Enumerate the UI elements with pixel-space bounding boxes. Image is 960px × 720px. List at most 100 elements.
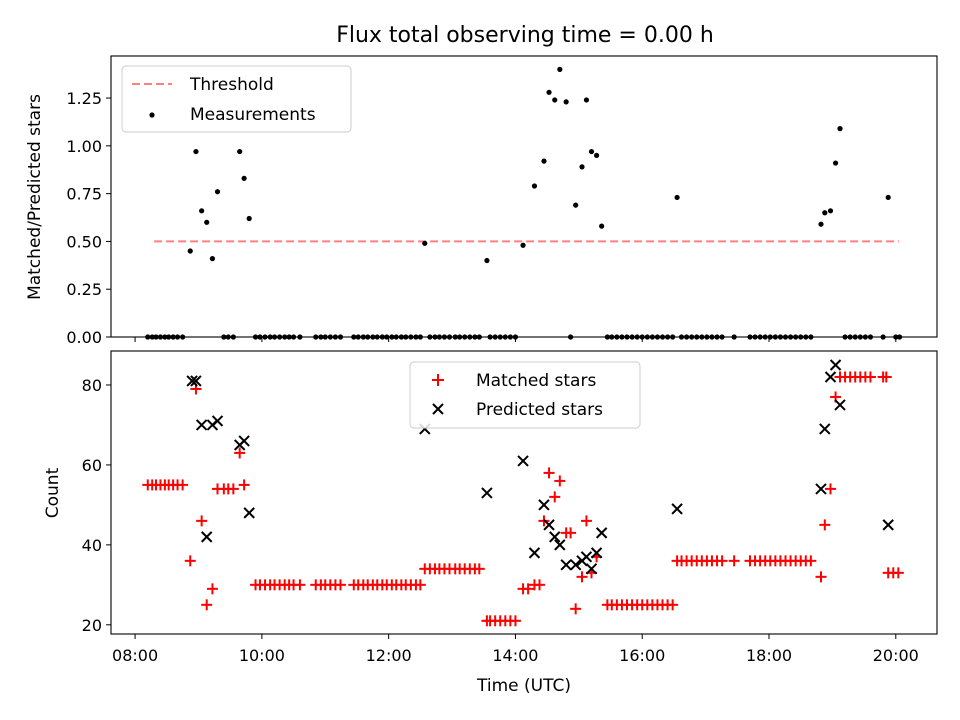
measurement-point [579,164,585,170]
count-y-tick-label: 20 [82,616,102,635]
measurement-point [282,334,288,340]
matched-star-point [534,579,546,591]
predicted-star-point [238,435,250,447]
measurement-point [237,148,243,155]
time-x-tick-label: 10:00 [239,646,285,665]
measurement-point [322,334,328,340]
measurement-point [634,334,640,340]
matched-star-point [667,599,679,611]
measurement-point [214,189,221,195]
predicted-star-point [671,503,683,515]
count-y-tick-label: 80 [82,376,102,395]
measurement-point [145,334,151,340]
measurement-point [593,152,600,159]
predicted-star-point [585,563,598,575]
time-x-tick-label: 20:00 [873,646,919,665]
predicted-star-point [481,487,493,499]
measurement-point [262,334,268,340]
measurement-point [393,334,399,340]
count-y-tick-label: 60 [82,456,102,475]
time-x-tick-label: 08:00 [112,646,158,665]
ratio-y-tick-label: 0.75 [66,185,102,204]
measurement-point [267,334,273,340]
measurement-point [678,334,685,340]
predicted-star-point [834,399,846,411]
ratio-y-axis-label: Matched/Predicted stars [25,94,45,300]
measurements-legend-marker [149,112,155,118]
count-plot-frame [110,350,938,635]
measurement-point [408,334,414,340]
measurement-point [531,183,538,189]
measurement-point [670,334,676,340]
measurement-point [457,334,463,340]
measurement-point [684,334,690,340]
measurement-point [379,334,385,340]
measurement-point [842,334,848,340]
measurement-point [604,334,610,340]
measurement-point [417,334,423,340]
matched-star-point [864,371,876,383]
matched-star-point [880,371,892,383]
measurement-point [225,334,231,340]
matched-star-point [184,555,196,567]
measurement-point [384,334,390,340]
ratio-x-ticks [134,337,897,342]
matched-star-point [825,483,837,495]
measurement-point [557,66,563,72]
measurement-point [832,160,839,166]
predicted-star-point [829,359,842,371]
measurement-point [446,334,453,340]
measurements-layer [145,66,903,340]
ratio-y-tick-label: 1.00 [66,137,102,156]
measurement-point [180,334,186,340]
matched-star-point [728,555,740,567]
measurement-point [487,334,493,340]
measurement-point [808,334,814,340]
measurement-point [241,175,247,181]
ratio-legend-box [121,65,352,133]
measurement-point [772,334,778,340]
measurement-point [714,334,720,340]
predicted-star-point [569,559,582,571]
measurement-point [654,334,661,340]
measurement-point [563,99,569,105]
measurement-point [472,334,478,340]
measurement-point [462,334,468,340]
matched-star-point [238,479,250,491]
matched-star-point [334,579,346,591]
measurement-point [332,334,339,340]
measurement-point [827,208,834,214]
measurement-point [649,334,655,340]
time-x-tick-label: 14:00 [492,646,538,665]
measurement-point [798,334,804,340]
measurement-point [166,334,172,340]
predicted-star-point [560,559,572,571]
measurement-point [476,334,482,340]
measurement-point [252,334,259,340]
matched-star-point [227,483,239,495]
measurement-point [230,334,236,340]
measurement-point [752,334,758,340]
measurement-point [187,248,193,254]
measurement-point [852,334,858,340]
matched-stars-layer [142,371,904,627]
predicted-star-point [538,499,550,511]
ratio-y-tick-label: 0.25 [66,280,102,299]
measurement-point [193,148,199,155]
measurement-point [583,97,590,103]
measurement-point [588,148,595,155]
measurement-point [777,334,784,340]
measurement-point [546,89,552,95]
measurement-point [436,334,442,340]
predicted-star-point [595,527,608,539]
predicted-star-point [815,483,827,495]
measurement-point [204,219,210,225]
matched-star-point [580,515,592,527]
measurement-point [793,334,799,340]
measurement-point [520,242,526,248]
measurement-point [567,334,574,340]
measurement-point [644,334,650,340]
measurement-point [389,334,395,340]
ratio-y-axis: 0.00 0.25 0.50 0.75 1.00 1.25 [66,89,111,347]
